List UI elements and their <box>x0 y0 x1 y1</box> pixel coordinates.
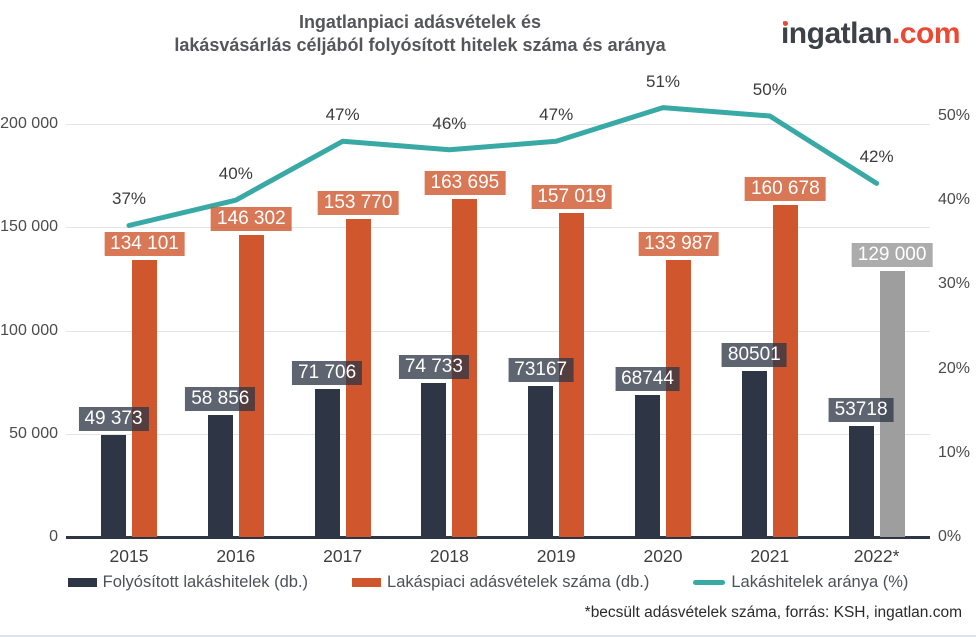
gridline <box>66 433 930 435</box>
pct-axis-tick-label: 50% <box>938 107 971 124</box>
x-axis-label-2017: 2017 <box>323 546 363 566</box>
bar-loans-2021 <box>741 370 767 537</box>
pct-axis-tick-label: 40% <box>938 191 971 209</box>
y-axis-tick-label: 200 000 <box>0 115 58 132</box>
bar-loans-2017 <box>314 388 340 537</box>
bar-value-label: 133 987 <box>638 232 719 257</box>
bar-value-label: 80501 <box>721 342 787 367</box>
x-axis-label-2021: 2021 <box>750 546 790 566</box>
ratio-swatch-icon <box>693 580 726 585</box>
legend-label-sales: Lakáspiaci adásvételek száma (db.) <box>387 573 650 591</box>
x-axis-label-2019: 2019 <box>536 546 576 566</box>
pct-point-label: 37% <box>111 189 147 209</box>
legend-item-ratio: Lakáshitelek aránya (%) <box>693 573 908 592</box>
y-axis-tick-label: 150 000 <box>0 218 58 236</box>
bar-value-label: 73167 <box>508 357 574 382</box>
y-axis-tick-label: 50 000 <box>9 424 58 442</box>
chart-title: Ingatlanpiaci adásvételek és lakásvásárl… <box>60 11 780 57</box>
bar-sales-2016 <box>238 234 264 537</box>
pct-axis-tick-label: 10% <box>938 443 971 461</box>
bar-value-label: 129 000 <box>851 242 933 267</box>
bar-value-label: 160 678 <box>744 177 826 202</box>
bar-value-label: 163 695 <box>424 170 506 195</box>
bar-value-label: 153 770 <box>317 191 399 216</box>
bar-value-label: 146 302 <box>210 206 292 231</box>
pct-axis-tick-label: 30% <box>938 275 971 293</box>
bar-value-label: 74 733 <box>398 354 469 379</box>
bar-sales-2020 <box>666 260 691 537</box>
bar-value-label: 49 373 <box>78 407 149 432</box>
x-axis-line <box>66 536 930 539</box>
y-axis-tick-label: 100 000 <box>0 321 58 339</box>
x-axis-label-2018: 2018 <box>429 546 469 566</box>
bar-value-label: 71 706 <box>292 360 363 385</box>
x-axis-label-2015: 2015 <box>109 546 149 566</box>
bar-loans-2022* <box>848 426 874 537</box>
bar-loans-2016 <box>207 415 233 537</box>
bar-value-label: 58 856 <box>185 387 256 412</box>
loans-swatch-icon <box>67 578 97 587</box>
pct-axis-tick-label: 20% <box>938 359 971 377</box>
bar-value-label: 157 019 <box>531 184 613 209</box>
pct-point-label: 47% <box>325 105 360 125</box>
bar-value-label: 53718 <box>828 398 894 423</box>
chart-title-line1: Ingatlanpiaci adásvételek és <box>298 12 542 32</box>
pct-axis-tick-label: 0% <box>938 528 962 545</box>
pct-point-label: 47% <box>539 105 574 125</box>
gridline <box>66 330 930 332</box>
logo-text: ingatlan <box>780 17 893 50</box>
logo-i-dot-icon <box>782 20 788 26</box>
legend-label-loans: Folyósított lakáshitelek (db.) <box>102 573 309 591</box>
bar-value-label: 68744 <box>615 367 680 392</box>
legend: Folyósított lakáshitelek (db.) Lakáspiac… <box>0 573 976 592</box>
bar-sales-2021 <box>772 205 798 537</box>
legend-item-loans: Folyósított lakáshitelek (db.) <box>67 573 309 592</box>
ingatlan-logo: ingatlan .com <box>780 17 961 51</box>
bar-loans-2018 <box>421 382 447 537</box>
chart-title-line2: lakásvásárlás céljából folyósított hitel… <box>174 35 666 55</box>
bar-value-label: 134 101 <box>104 232 185 257</box>
source-note: *becsült adásvételek száma, forrás: KSH,… <box>584 604 962 621</box>
logo-suffix: .com <box>891 17 961 50</box>
y-axis-tick-label: 0 <box>49 528 58 545</box>
x-axis-label-2020: 2020 <box>643 546 683 566</box>
x-axis-label-2016: 2016 <box>216 546 256 566</box>
bar-loans-2015 <box>101 435 126 537</box>
pct-point-label: 50% <box>752 80 787 99</box>
pct-point-label: 51% <box>645 71 681 91</box>
bar-loans-2019 <box>528 385 554 537</box>
sales-swatch-icon <box>352 578 382 587</box>
pct-point-label: 46% <box>432 113 467 133</box>
legend-item-sales: Lakáspiaci adásvételek száma (db.) <box>352 573 649 592</box>
pct-point-label: 42% <box>859 147 894 167</box>
bar-sales-2015 <box>132 260 157 537</box>
bar-loans-2020 <box>635 395 660 537</box>
legend-label-ratio: Lakáshitelek aránya (%) <box>731 573 909 591</box>
x-axis-label-2022: 2022* <box>853 546 900 566</box>
pct-point-label: 40% <box>218 164 253 184</box>
